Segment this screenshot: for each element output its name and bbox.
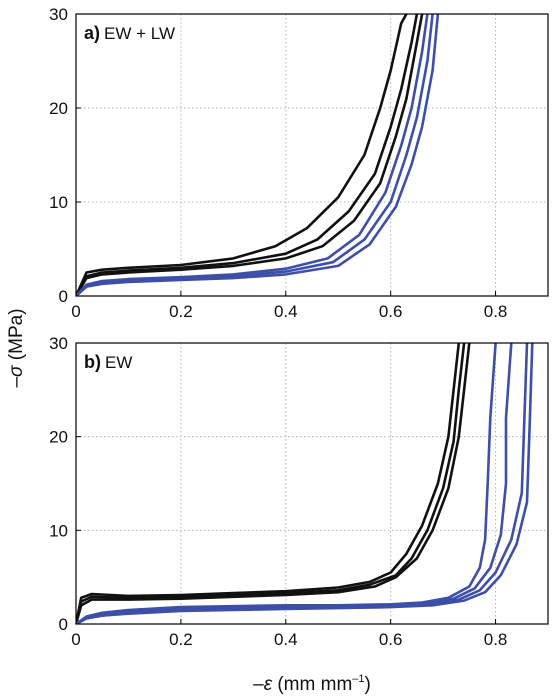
p0-x-tick-label-3: 0.6 — [379, 302, 403, 321]
p0-panel-text: EW + LW — [104, 24, 175, 43]
panel-a-chart: 0 0.2 0.4 0.6 0.8 0 10 20 30 a) EW + LW — [49, 5, 549, 321]
p0-panel-label: a) EW + LW — [84, 23, 175, 43]
p1-series-line-5 — [76, 343, 513, 624]
p1-series-line-3 — [76, 343, 471, 624]
p0-series-line-5 — [76, 14, 434, 296]
x-axis-label: –ε (mm mm–1) — [253, 673, 371, 695]
p0-plot-frame — [75, 13, 549, 297]
p1-series-line-2 — [76, 343, 466, 624]
p0-x-tick-label-0: 0 — [71, 302, 80, 321]
p1-series-group — [76, 343, 534, 624]
p0-y-tick-label-1: 10 — [49, 193, 68, 212]
p0-x-tick-label-1: 0.2 — [169, 302, 193, 321]
p1-x-tick-label-0: 0 — [71, 630, 80, 649]
p1-y-tick-label-0: 0 — [59, 615, 68, 634]
p1-panel-letter: b) — [84, 352, 101, 372]
y-axis-label: –σ (MPa) — [6, 308, 27, 387]
p0-x-tick-label-2: 0.4 — [274, 302, 298, 321]
p1-panel-text: EW — [105, 353, 132, 372]
p0-y-tick-label-0: 0 — [59, 287, 68, 306]
p0-x-tick-label-4: 0.8 — [484, 302, 508, 321]
p1-panel-label: b) EW — [84, 352, 132, 372]
p1-series-line-7 — [76, 343, 534, 624]
p1-x-tick-label-3: 0.6 — [379, 630, 403, 649]
p0-panel-letter: a) — [84, 23, 100, 43]
p0-series-line-3 — [76, 14, 424, 296]
panel-b-chart: 0 0.2 0.4 0.6 0.8 0 10 20 30 b) EW — [49, 334, 549, 649]
p0-series-line-6 — [76, 14, 440, 296]
p1-x-tick-label-4: 0.8 — [484, 630, 508, 649]
p1-y-tick-label-3: 30 — [49, 334, 68, 353]
p0-y-tick-label-2: 20 — [49, 99, 68, 118]
p0-series-group — [76, 14, 440, 296]
p1-x-tick-label-2: 0.4 — [274, 630, 298, 649]
p0-y-tick-label-3: 30 — [49, 5, 68, 24]
p0-series-line-2 — [76, 14, 419, 296]
p1-y-tick-label-2: 20 — [49, 428, 68, 447]
p0-series-line-1 — [76, 14, 408, 296]
p1-y-tick-label-1: 10 — [49, 521, 68, 540]
p1-x-tick-label-1: 0.2 — [169, 630, 193, 649]
p1-series-line-1 — [76, 343, 461, 624]
p1-plot-frame — [75, 342, 549, 625]
